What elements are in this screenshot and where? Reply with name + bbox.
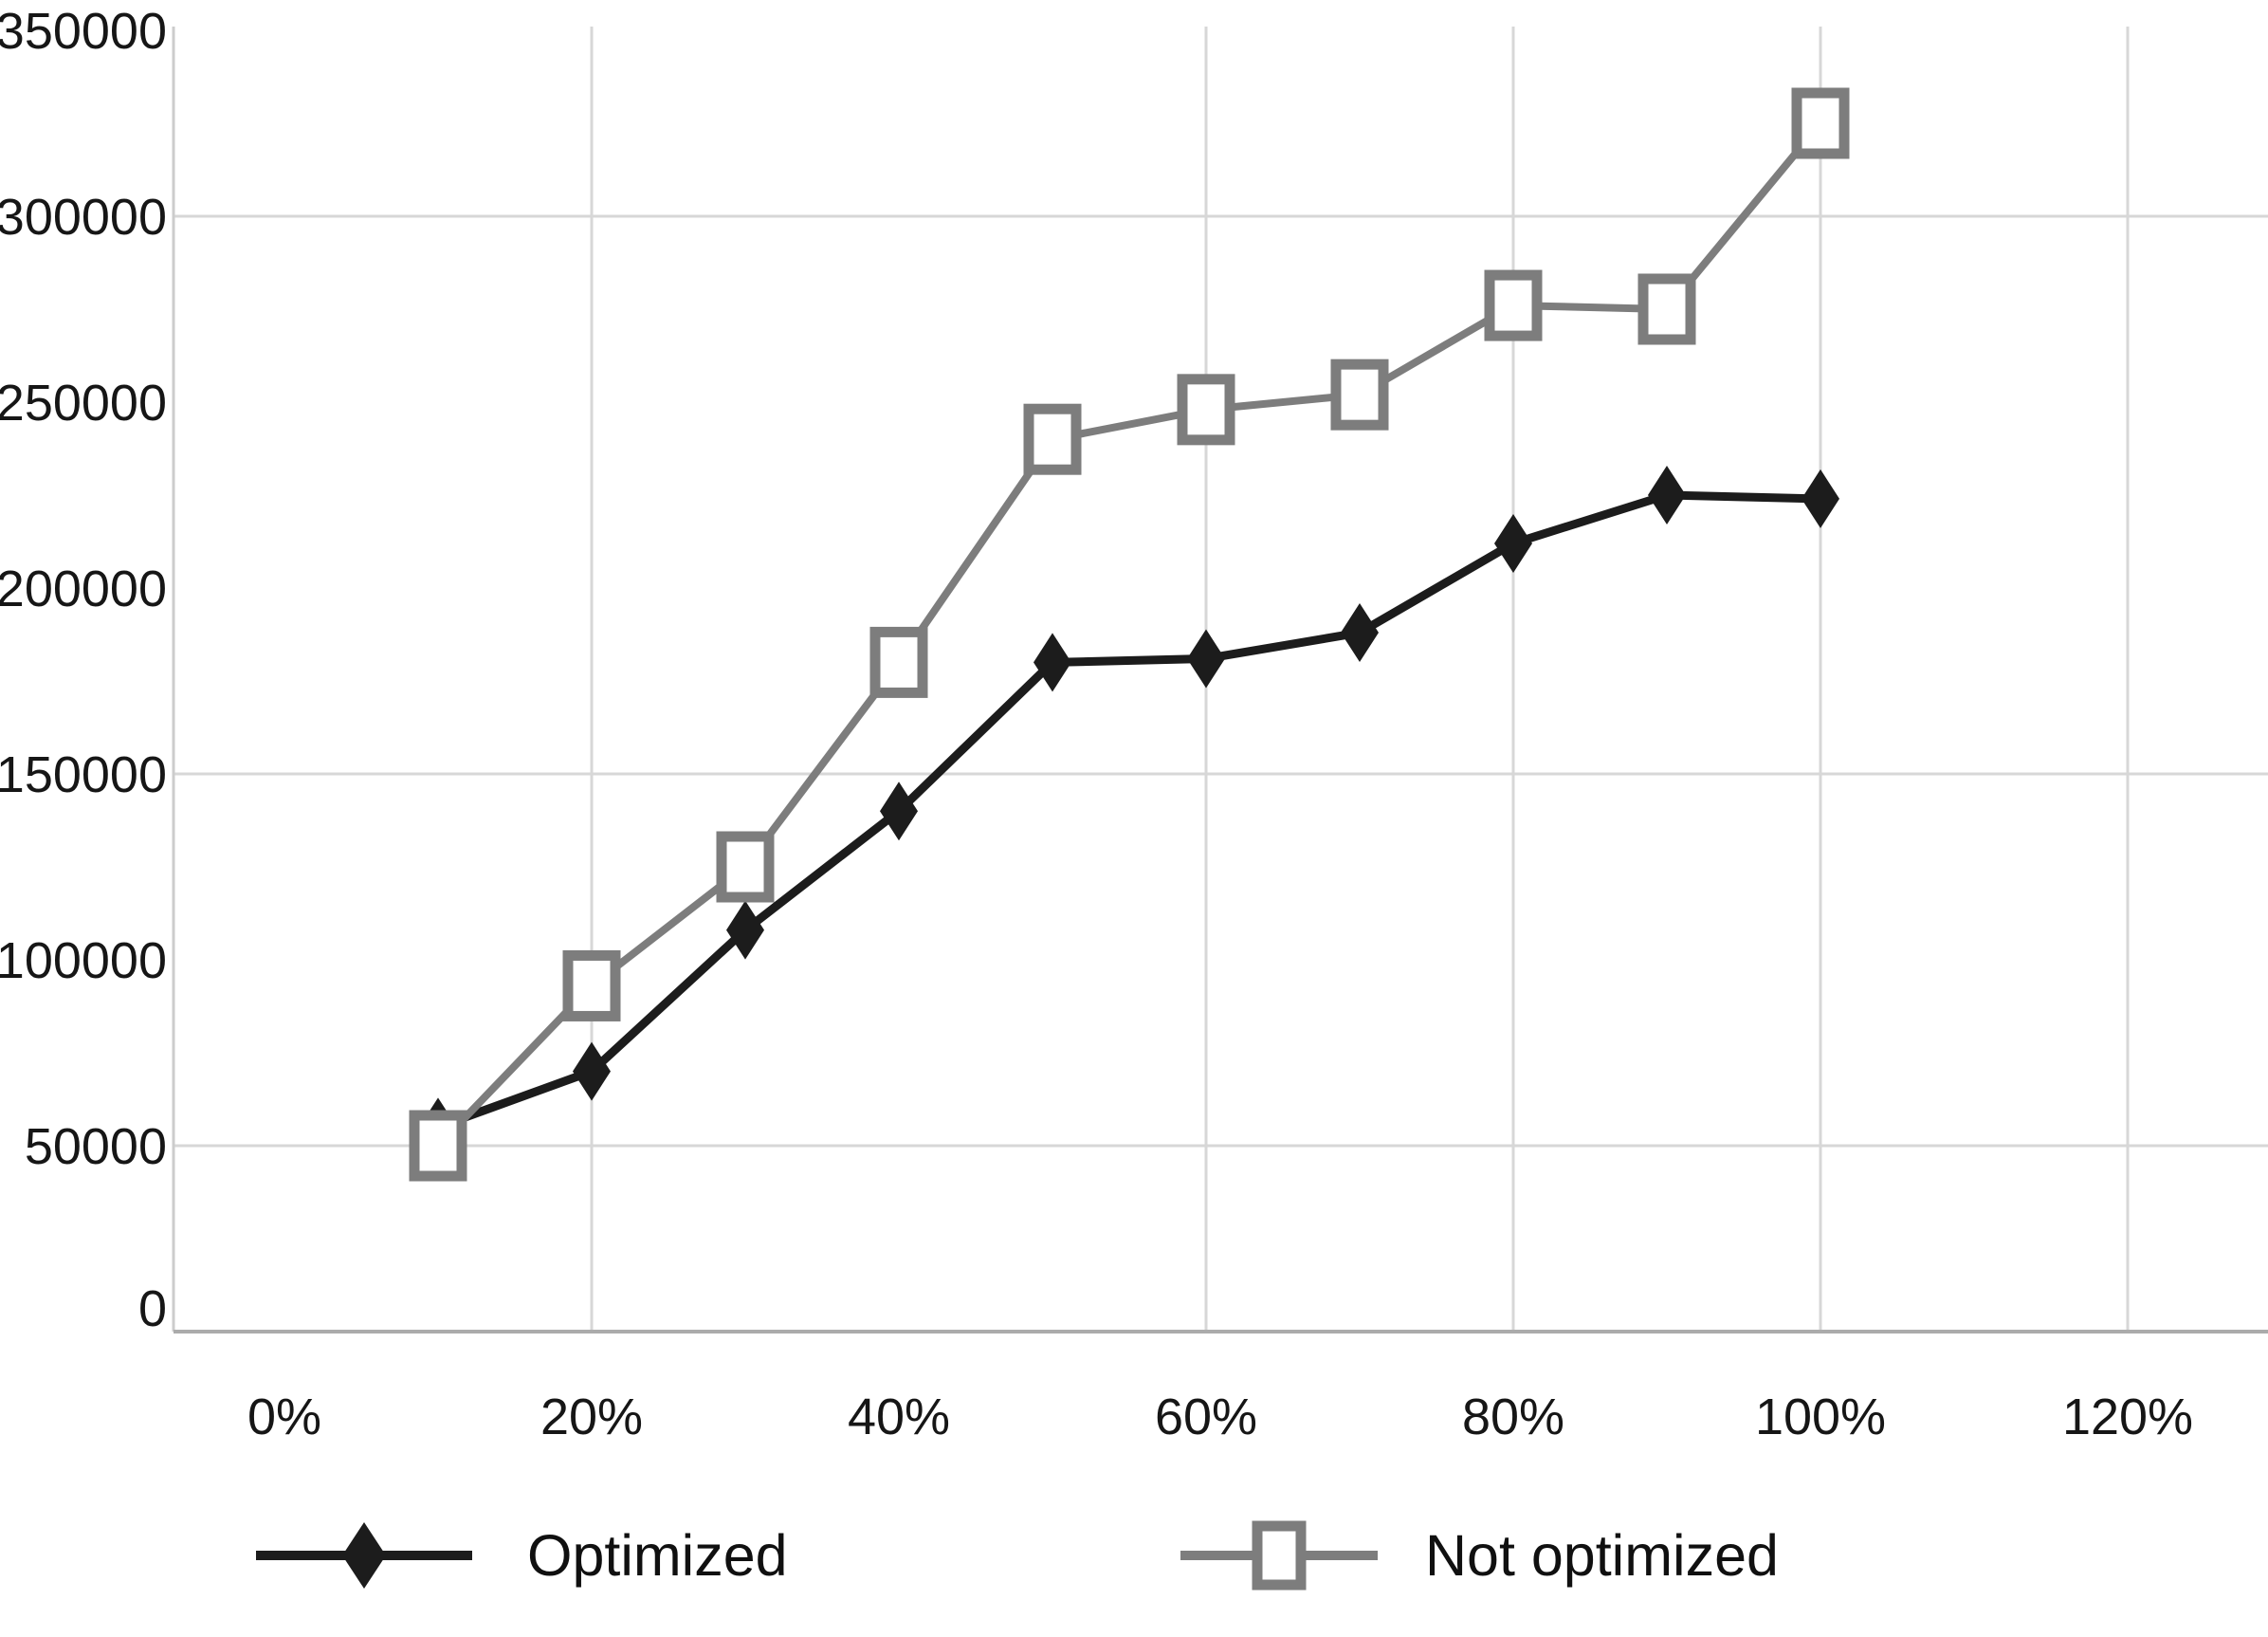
legend-label-not-optimized: Not optimized bbox=[1425, 1523, 1779, 1588]
legend-entry-optimized: Optimized bbox=[254, 1516, 788, 1595]
legend-not-optimized-square bbox=[1252, 1520, 1307, 1591]
data-point-optimized-30% bbox=[726, 900, 764, 960]
series-line-0 bbox=[433, 490, 1825, 1131]
y-axis-tick-label-200000: 200000 bbox=[0, 561, 167, 617]
data-point-optimized-80% bbox=[1494, 513, 1532, 573]
y-axis-tick-label-350000: 350000 bbox=[0, 3, 167, 60]
y-axis-tick-label-300000: 300000 bbox=[0, 189, 167, 246]
data-point-optimized-70% bbox=[1341, 603, 1379, 663]
data-point-optimized-20% bbox=[573, 1041, 611, 1101]
x-axis-tick-label-120%: 120% bbox=[2062, 1389, 2193, 1445]
legend-label-optimized: Optimized bbox=[527, 1523, 788, 1588]
x-axis-tick-label-80%: 80% bbox=[1462, 1389, 1564, 1445]
data-point-not-optimized-40% bbox=[869, 626, 928, 698]
y-axis-tick-label-0: 0 bbox=[138, 1280, 167, 1337]
x-axis-tick-label-20%: 20% bbox=[540, 1389, 643, 1445]
data-point-not-optimized-30% bbox=[716, 831, 775, 903]
y-axis-tick-label-250000: 250000 bbox=[0, 375, 167, 432]
x-axis-tick-label-40%: 40% bbox=[848, 1389, 950, 1445]
y-axis-tick-label-100000: 100000 bbox=[0, 932, 167, 989]
y-axis-tick-label-150000: 150000 bbox=[0, 746, 167, 803]
data-point-not-optimized-70% bbox=[1330, 359, 1389, 431]
data-point-not-optimized-90% bbox=[1637, 273, 1696, 345]
data-point-optimized-60% bbox=[1187, 629, 1225, 689]
x-axis-tick-label-60%: 60% bbox=[1155, 1389, 1257, 1445]
legend-optimized-diamond bbox=[342, 1522, 386, 1589]
series-line-1 bbox=[434, 120, 1824, 1150]
optimized-diamond-marker-icon bbox=[256, 1522, 472, 1589]
series-not-optimized bbox=[409, 87, 1850, 1182]
series-optimized bbox=[419, 466, 1839, 1157]
y-axis-tick-label-50000: 50000 bbox=[25, 1118, 167, 1175]
not-optimized-square-marker-icon bbox=[1180, 1520, 1378, 1591]
data-point-optimized-100% bbox=[1802, 469, 1839, 528]
x-axis-tick-label-0%: 0% bbox=[247, 1389, 321, 1445]
data-point-optimized-50% bbox=[1033, 633, 1071, 692]
data-point-not-optimized-80% bbox=[1484, 269, 1543, 341]
data-point-not-optimized-60% bbox=[1177, 374, 1235, 446]
data-point-not-optimized-50% bbox=[1023, 403, 1082, 475]
legend-entry-not-optimized: Not optimized bbox=[1179, 1516, 1779, 1595]
data-point-optimized-40% bbox=[880, 782, 918, 841]
data-point-not-optimized-20% bbox=[562, 949, 621, 1021]
x-axis-tick-label-100%: 100% bbox=[1755, 1389, 1886, 1445]
data-point-optimized-90% bbox=[1648, 466, 1686, 524]
data-point-not-optimized-10% bbox=[409, 1110, 467, 1182]
data-point-not-optimized-100% bbox=[1791, 87, 1850, 159]
